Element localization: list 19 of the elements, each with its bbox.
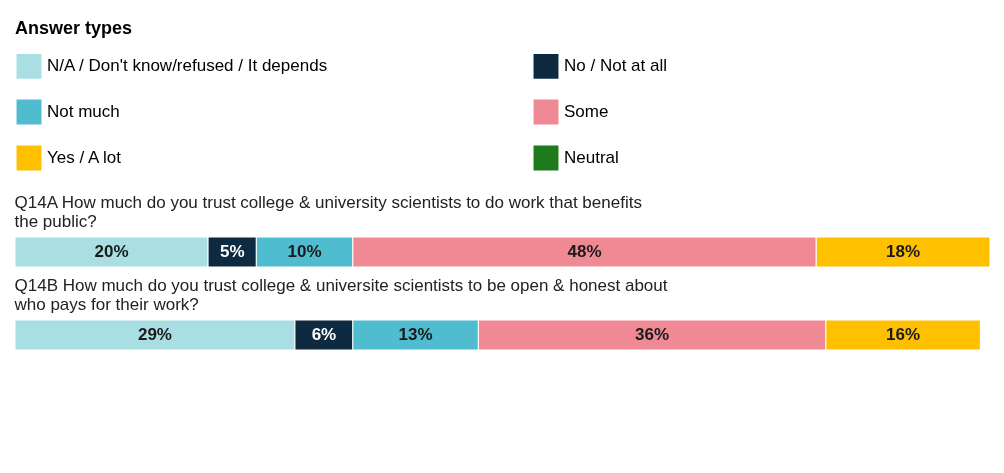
data-label: 20% [94,242,129,261]
legend-label: Not much [47,102,120,121]
data-label: 48% [567,242,602,261]
data-label: 13% [398,325,433,344]
data-label: 36% [635,325,670,344]
y-tick-label: Q14A How much do you trust college & university scientists to do work that benefits the public? [14,192,642,231]
legend-label: Neutral [564,148,619,167]
legend-label: Some [564,102,609,121]
data-label: 18% [886,242,921,261]
data-label: 6% [311,325,337,344]
data-label: 5% [219,242,245,261]
legend-title: Answer types [15,18,133,38]
y-tick-label: Q14B How much do you trust college & universite scientists to be open & honest about who pays for their work? [13,275,668,314]
legend-label: No / Not at all [564,56,667,76]
legend-label: N/A / Don't know/refused / It depends [47,56,328,76]
data-label: 10% [287,242,322,261]
data-label: 16% [886,325,921,344]
legend-label: Yes / A lot [47,148,122,167]
data-label: 29% [137,325,172,344]
